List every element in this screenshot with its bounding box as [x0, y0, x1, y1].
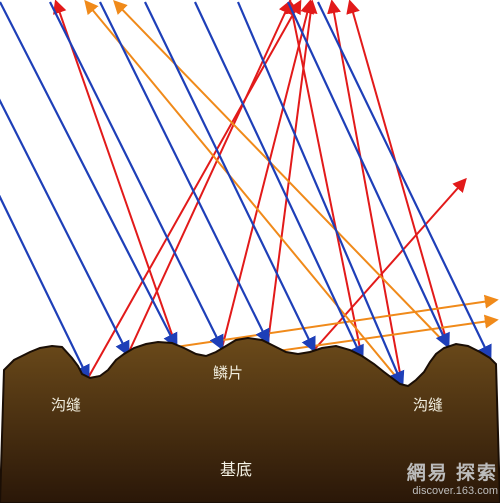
watermark-line1: 網易 探索 [407, 464, 498, 485]
reflected-rays [56, 2, 496, 384]
label-base: 基底 [220, 456, 252, 480]
watermark: 網易 探索 discover.163.com [407, 464, 498, 497]
incident-ray [100, 2, 268, 342]
diagram-svg [0, 0, 500, 503]
incident-ray [50, 2, 222, 348]
incident-ray [195, 2, 362, 358]
watermark-line2: discover.163.com [407, 485, 498, 497]
reflected-ray [56, 2, 176, 346]
label-scale: 鳞片 [213, 362, 243, 383]
incident-ray [0, 2, 128, 354]
reflected-ray [86, 2, 402, 384]
incident-ray [0, 2, 176, 346]
reflected-ray [290, 2, 362, 358]
label-gap-left: 沟缝 [51, 394, 81, 415]
label-gap-right: 沟缝 [413, 394, 443, 415]
